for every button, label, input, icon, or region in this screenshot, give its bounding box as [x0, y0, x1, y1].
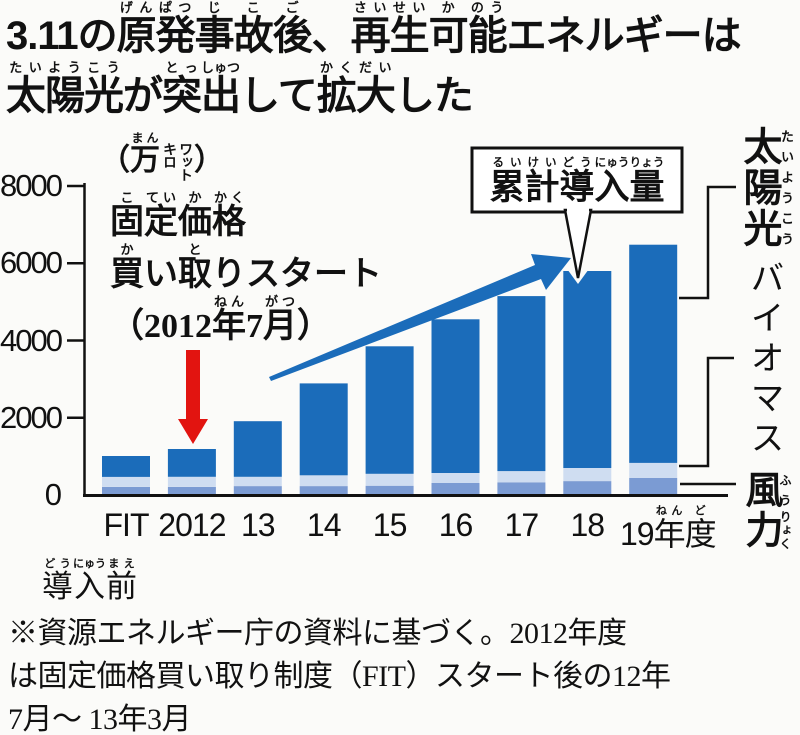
- fit-annotation-line2: 買かい取とりスタート: [110, 242, 382, 293]
- y-axis-label-8000: 8000: [0, 168, 63, 203]
- bar-segment-16-風力: [431, 483, 480, 495]
- x-axis-label-16: 16: [438, 507, 474, 543]
- bar-segment-FIT導入前-バイオマス: [102, 476, 150, 487]
- y-axis-label-4000: 4000: [0, 322, 63, 358]
- bar-segment-17-バイオマス: [497, 471, 546, 483]
- y-axis-label-0: 0: [44, 477, 62, 512]
- x-axis-label-2012: 2012: [158, 507, 226, 543]
- bar-segment-14-風力: [299, 486, 348, 495]
- unit-kilo: キロ: [162, 142, 178, 168]
- x-axis-label-13: 13: [241, 507, 276, 543]
- bar-segment-13-バイオマス: [233, 476, 282, 487]
- bar-segment-17-太陽光: [497, 296, 546, 472]
- callout-pointer: [563, 208, 593, 279]
- bar-segment-18-バイオマス: [563, 468, 612, 482]
- bar-segment-FIT導入前-風力: [102, 486, 150, 495]
- bar-segment-14-バイオマス: [299, 475, 348, 487]
- bar-segment-19年度-バイオマス: [629, 462, 678, 478]
- source-footnote: ※資源エネルギー庁の資料に基づく。2012年度 は固定価格買い取り制度（FIT）…: [8, 612, 798, 735]
- x-axis-pre-fit-label: 導どう入にゅう前まえ: [42, 558, 137, 604]
- bar-segment-18-風力: [563, 481, 612, 495]
- page-title-line2: 太たい陽よう光こうが突とっ出しゅつして拡かく大だいした: [6, 60, 474, 118]
- callout-box: [470, 146, 684, 214]
- unit-man: 万まん: [130, 131, 160, 177]
- page-title: 3.11の原げん発ぱつ事じ故こ後ご、再さい生せい可か能のうエネルギーは 太たい陽…: [6, 0, 798, 120]
- bar-segment-16-太陽光: [431, 319, 480, 473]
- x-axis-label-15: 15: [372, 507, 408, 543]
- bar-segment-18-太陽光: [563, 271, 612, 468]
- bar-segment-19年度-風力: [629, 478, 678, 495]
- fit-annotation-line1: 固こ定てい価か格かく: [110, 190, 246, 241]
- red-down-arrow: [178, 350, 208, 444]
- fit-start-annotation: 固こ定てい価か格かく 買かい取とりスタート （2012年ねん7月がつ）: [110, 190, 382, 346]
- bar-segment-2012-太陽光: [167, 449, 216, 477]
- bar-segment-15-風力: [365, 485, 414, 495]
- x-axis-label-FIT導入前: FIT: [103, 507, 150, 543]
- unit-watt: ワット: [178, 142, 194, 181]
- footnote-line3: 7月～ 13年3月: [8, 703, 192, 735]
- unit-close-paren: ）: [194, 144, 224, 177]
- blue-growth-arrow: [269, 254, 571, 381]
- bar-segment-FIT導入前-太陽光: [102, 456, 150, 477]
- unit-kilowatt: キロ ワット: [162, 142, 194, 181]
- bar-segment-2012-風力: [167, 486, 216, 495]
- x-axis-label-14: 14: [306, 507, 342, 543]
- footnote-line2: は固定価格買い取り制度（FIT）スタート後の12年: [8, 660, 671, 693]
- bar-segment-19年度-太陽光: [629, 244, 678, 463]
- x-axis-label-17: 17: [504, 507, 540, 543]
- bar-segment-16-バイオマス: [431, 473, 480, 483]
- legend-biomass-label: バイオマス: [745, 260, 783, 460]
- x-axis-label-19年度: 19年ねん度ど: [620, 505, 717, 552]
- page-title-line1: 3.11の原げん発ぱつ事じ故こ後ご、再さい生せい可か能のうエネルギーは: [6, 0, 742, 58]
- biomass-bracket: [679, 356, 734, 468]
- bar-segment-13-風力: [233, 486, 282, 495]
- y-axis-ticks: [67, 184, 84, 420]
- footnote-line1: ※資源エネルギー庁の資料に基づく。2012年度: [8, 617, 627, 650]
- y-axis-label-2000: 2000: [0, 399, 63, 435]
- y-axis-unit-label: （万まん キロ ワット）: [100, 131, 224, 187]
- bar-series-group: [102, 244, 678, 495]
- bar-segment-13-太陽光: [233, 421, 282, 477]
- bar-segment-15-バイオマス: [365, 473, 414, 486]
- bar-segment-14-太陽光: [299, 383, 348, 476]
- legend-wind-label: 風ふう力りょく: [739, 470, 792, 550]
- solar-bracket: [679, 185, 736, 300]
- unit-open-paren: （: [100, 144, 130, 177]
- bar-segment-2012-バイオマス: [167, 476, 216, 487]
- bar-segment-17-風力: [497, 482, 546, 495]
- fit-annotation-line3: （2012年ねん7月がつ）: [110, 294, 331, 345]
- callout-pointer-joint: [567, 207, 589, 214]
- legend-solar-label: 太たい陽よう光こう: [738, 126, 794, 249]
- y-axis-label-6000: 6000: [0, 245, 63, 281]
- bar-segment-15-太陽光: [365, 346, 414, 474]
- cumulative-capacity-callout-label: 累るい 計けい 導どう 入にゅう 量りょう: [489, 157, 665, 207]
- x-axis-label-18: 18: [570, 507, 606, 543]
